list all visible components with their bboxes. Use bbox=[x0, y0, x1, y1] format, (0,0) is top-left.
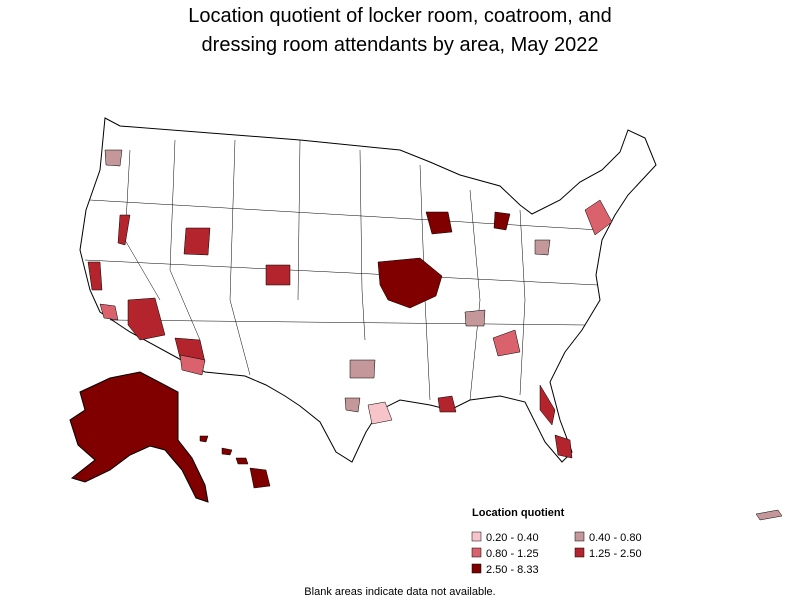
legend-label: 0.40 - 0.80 bbox=[589, 532, 642, 544]
title-line: dressing room attendants by area, May 20… bbox=[202, 34, 599, 56]
hawaii bbox=[199, 435, 271, 489]
shaded-areas bbox=[87, 149, 613, 459]
legend-label: 0.80 - 1.25 bbox=[486, 548, 539, 560]
legend: 0.20 - 0.40 0.40 - 0.80 0.80 - 1.25 1.25 - … bbox=[471, 531, 642, 576]
footnote: Blank areas indicate data not available. bbox=[304, 586, 495, 598]
legend-title: Location quotient bbox=[472, 507, 565, 519]
legend-swatch bbox=[471, 531, 482, 542]
title-line: Location quotient of locker room, coatro… bbox=[188, 5, 612, 27]
legend-swatch bbox=[471, 547, 482, 558]
borders bbox=[84, 139, 601, 401]
puerto-rico bbox=[755, 509, 783, 521]
legend-swatch bbox=[471, 563, 482, 574]
legend-label: 2.50 - 8.33 bbox=[486, 564, 539, 576]
legend-label: 0.20 - 0.40 bbox=[486, 532, 539, 544]
legend-swatch bbox=[574, 531, 585, 542]
alaska bbox=[69, 371, 209, 503]
legend-swatch bbox=[574, 547, 585, 558]
legend-label: 1.25 - 2.50 bbox=[589, 548, 642, 560]
